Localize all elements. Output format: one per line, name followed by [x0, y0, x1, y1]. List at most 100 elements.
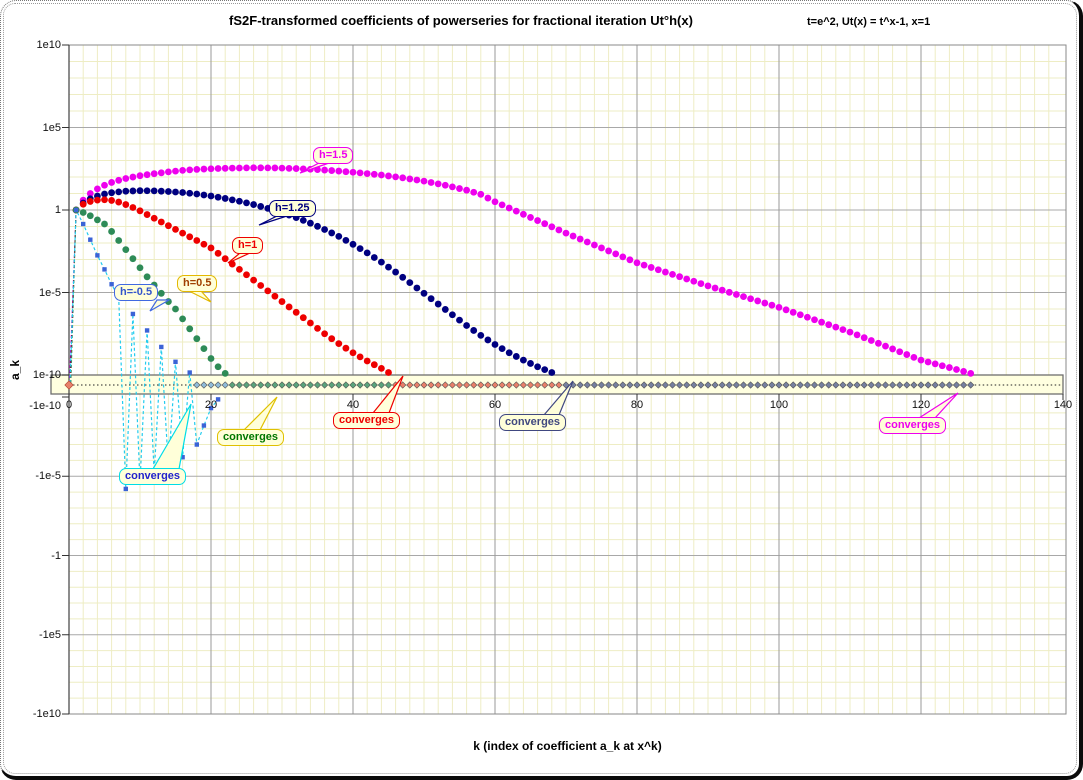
data-point — [314, 222, 321, 230]
data-point — [143, 211, 151, 218]
data-point — [207, 355, 215, 362]
band-marker-h=0.5 — [356, 381, 364, 389]
data-point — [789, 308, 797, 316]
data-point — [321, 330, 328, 338]
data-point — [193, 190, 201, 198]
data-point — [314, 324, 321, 332]
x-tick-label: 100 — [769, 399, 789, 411]
band-marker-h=1.25 — [796, 381, 804, 389]
data-point — [527, 360, 534, 367]
data-point — [811, 316, 818, 324]
data-point — [292, 308, 300, 316]
data-point — [520, 210, 527, 218]
data-point — [215, 397, 221, 402]
band-marker-h=1.25 — [917, 381, 925, 389]
data-point — [683, 275, 691, 283]
data-point — [207, 192, 215, 200]
series-label-callout: h=0.5 — [177, 275, 218, 292]
data-point — [307, 319, 314, 327]
data-point — [136, 172, 144, 180]
converge-callout: converges — [119, 468, 187, 485]
band-marker-h=1.25 — [910, 381, 918, 389]
band-marker-h=0.5 — [384, 381, 393, 389]
data-point — [498, 201, 506, 209]
data-point — [960, 368, 967, 375]
band-marker-h=1.25 — [725, 381, 733, 389]
data-point — [733, 291, 740, 298]
data-point — [101, 220, 108, 228]
data-point — [193, 335, 201, 343]
data-point — [115, 176, 123, 184]
data-point — [725, 288, 733, 296]
data-point — [427, 295, 435, 303]
band-marker-h=1.25 — [967, 381, 975, 389]
data-point — [179, 315, 187, 323]
band-marker-h=1 — [555, 381, 563, 389]
band-marker-h=1.25 — [654, 381, 662, 389]
data-point — [406, 279, 414, 286]
band-marker-h=1.25 — [775, 381, 783, 389]
data-point — [931, 360, 939, 368]
data-point — [761, 299, 769, 307]
data-point — [228, 196, 236, 204]
data-point — [115, 188, 123, 196]
band-marker-h=1 — [548, 381, 556, 389]
band-marker-h=1 — [512, 381, 520, 389]
data-point — [115, 198, 123, 206]
data-point — [555, 226, 563, 234]
data-point — [704, 282, 712, 290]
data-point — [108, 179, 115, 186]
data-point — [378, 365, 385, 372]
data-point — [796, 311, 804, 319]
band-marker-h=1.25 — [761, 381, 769, 389]
band-marker-h=1.25 — [590, 381, 599, 389]
data-point — [179, 229, 187, 237]
data-point — [569, 232, 577, 240]
callout-tail — [242, 396, 278, 431]
data-point — [896, 348, 904, 356]
band-marker-h=1 — [498, 381, 506, 389]
band-marker-h=1 — [413, 381, 421, 389]
data-point — [356, 353, 364, 361]
data-point — [243, 199, 250, 207]
band-marker-h=1.25 — [732, 381, 741, 389]
data-point — [150, 170, 158, 178]
data-point — [867, 337, 875, 344]
converge-callout: converges — [499, 414, 567, 431]
data-point — [953, 366, 960, 373]
data-point — [285, 164, 293, 172]
data-point — [747, 295, 754, 303]
converge-callout: converges — [333, 412, 401, 429]
band-marker-h=1.25 — [952, 381, 961, 389]
data-point — [342, 236, 350, 244]
band-marker-h=0.5 — [306, 381, 315, 389]
data-point — [697, 280, 705, 287]
data-point — [342, 344, 350, 352]
band-marker-h=1.25 — [938, 381, 946, 389]
data-point — [115, 237, 123, 244]
band-marker-h=1.25 — [896, 381, 904, 389]
data-point — [165, 222, 172, 230]
band-marker-h=1.25 — [661, 381, 670, 389]
band-marker-h=1 — [484, 381, 492, 389]
data-point — [924, 358, 932, 366]
data-point — [491, 341, 499, 348]
data-point — [335, 167, 343, 175]
data-point — [441, 306, 449, 313]
data-point — [470, 188, 478, 196]
data-point — [243, 164, 250, 172]
data-point — [512, 353, 520, 360]
data-point — [449, 311, 456, 319]
data-point — [236, 164, 243, 172]
data-point — [889, 345, 896, 353]
data-point — [228, 164, 236, 172]
band-marker-h=1 — [462, 381, 471, 389]
data-point — [73, 207, 79, 213]
data-point — [804, 313, 811, 321]
data-point — [95, 253, 100, 258]
data-point — [172, 188, 179, 196]
callout-tail — [151, 403, 192, 470]
data-point — [108, 189, 115, 197]
data-point — [818, 318, 825, 326]
